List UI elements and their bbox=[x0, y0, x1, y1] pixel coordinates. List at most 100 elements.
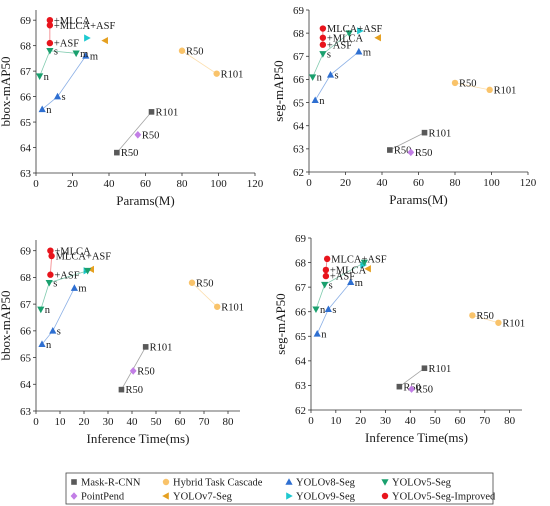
y-tick-label: 66 bbox=[20, 326, 32, 338]
x-tick-label: 20 bbox=[67, 178, 79, 190]
point-label: MLCA+ASF bbox=[56, 252, 112, 263]
series-line bbox=[116, 111, 152, 153]
series-yolov5: ns bbox=[37, 267, 92, 316]
legend-item-yolov7: YOLOv7-Seg bbox=[162, 492, 233, 503]
data-point bbox=[129, 367, 137, 375]
data-point bbox=[387, 147, 393, 153]
data-point bbox=[364, 265, 371, 273]
series-yolov8: nsm bbox=[313, 278, 363, 340]
data-point bbox=[84, 34, 91, 42]
point-label: +MLCA bbox=[54, 16, 91, 27]
y-tick-label: 62 bbox=[295, 405, 306, 417]
chart-panel: 0 10 20 30 40 50 60 70 80 62 63 64 65 66 67 68 69 Inferen… bbox=[273, 233, 525, 445]
point-label: R101 bbox=[221, 302, 244, 313]
point-label: +MLCA+ASF bbox=[54, 21, 116, 32]
legend-marker bbox=[381, 492, 389, 500]
data-point bbox=[38, 105, 46, 113]
legend-label: Hybrid Task Cascade bbox=[173, 478, 263, 489]
series-line bbox=[399, 367, 425, 387]
x-axis-title: Inference Time(ms) bbox=[365, 430, 468, 445]
point-label: m bbox=[363, 47, 371, 58]
legend: Mask-R-CNN Hybrid Task Cascade YOLOv8-Seg Y… bbox=[65, 472, 496, 505]
x-tick-label: 20 bbox=[340, 177, 352, 189]
point-label: R101 bbox=[221, 69, 244, 80]
data-point bbox=[421, 365, 428, 372]
data-point bbox=[84, 267, 92, 275]
series-pointrend: R50 bbox=[129, 367, 155, 378]
legend-label: YOLOv9-Seg bbox=[296, 492, 356, 503]
point-label: +MLCA bbox=[330, 266, 367, 277]
y-tick-label: 66 bbox=[295, 307, 307, 319]
data-point bbox=[421, 129, 428, 136]
point-label: s bbox=[335, 70, 339, 81]
y-tick-label: 69 bbox=[20, 15, 32, 27]
y-tick-label: 67 bbox=[293, 51, 305, 63]
x-tick-label: 60 bbox=[175, 416, 187, 428]
point-label: +ASF bbox=[54, 270, 79, 281]
point-label: +ASF bbox=[327, 40, 352, 51]
point-label: m bbox=[90, 51, 98, 62]
point-label: s bbox=[62, 92, 66, 103]
data-point bbox=[82, 52, 90, 59]
point-label: s bbox=[329, 280, 333, 291]
point-label: R50 bbox=[415, 148, 433, 159]
y-tick-label: 63 bbox=[20, 406, 32, 418]
x-tick-label: 60 bbox=[413, 177, 425, 189]
point-label: R101 bbox=[156, 107, 179, 118]
series-yolov8: nsm bbox=[311, 47, 371, 107]
point-label: R50 bbox=[137, 367, 155, 378]
point-label: s bbox=[53, 278, 57, 289]
data-point bbox=[47, 271, 54, 278]
chart-panel: 0 10 20 30 40 50 60 70 80 63 64 65 66 67 68 69 Inference… bbox=[0, 240, 244, 446]
point-label: n bbox=[321, 329, 327, 340]
x-tick-label: 80 bbox=[450, 177, 462, 189]
legend-marker bbox=[285, 478, 293, 485]
series-yolov5: ns bbox=[309, 30, 353, 84]
y-tick-label: 67 bbox=[295, 282, 307, 294]
data-point bbox=[374, 34, 381, 42]
x-axis-title: Inference Time(ms) bbox=[87, 431, 190, 446]
data-point bbox=[38, 340, 46, 348]
point-label: n bbox=[320, 305, 326, 316]
series-htc: R50 R101 bbox=[451, 79, 516, 96]
x-tick-label: 80 bbox=[504, 415, 516, 427]
y-tick-label: 63 bbox=[20, 168, 32, 180]
legend-marker bbox=[71, 479, 77, 485]
point-label: s bbox=[327, 50, 331, 61]
y-tick-label: 63 bbox=[295, 380, 307, 392]
data-point bbox=[309, 74, 317, 81]
point-label: +ASF bbox=[54, 39, 79, 50]
series-htc: R50 R101 bbox=[188, 278, 244, 313]
point-label: MLCA+ASF bbox=[331, 254, 387, 265]
legend-item-htc: Hybrid Task Cascade bbox=[162, 478, 263, 489]
legend-marker bbox=[162, 492, 169, 500]
series-line bbox=[181, 50, 217, 75]
series-yolov7 bbox=[101, 36, 108, 45]
x-tick-label: 70 bbox=[479, 415, 491, 427]
legend-item-yolov9: YOLOv9-Seg bbox=[286, 492, 356, 503]
series-yolov9 bbox=[357, 27, 364, 35]
data-point bbox=[495, 319, 502, 326]
legend-label: YOLOv8-Seg bbox=[296, 478, 356, 489]
x-tick-label: 40 bbox=[377, 177, 389, 189]
point-label: s bbox=[57, 326, 61, 337]
point-label: R101 bbox=[429, 128, 452, 139]
y-tick-label: 68 bbox=[20, 40, 32, 52]
data-point bbox=[36, 73, 44, 81]
x-axis-title: Params(M) bbox=[116, 193, 175, 208]
x-tick-label: 0 bbox=[33, 416, 39, 428]
x-tick-label: 120 bbox=[520, 177, 537, 189]
data-point bbox=[319, 41, 327, 48]
data-point bbox=[178, 47, 186, 54]
point-label: +ASF bbox=[330, 272, 355, 283]
x-axis-title: Params(M) bbox=[389, 192, 448, 207]
legend-label: Mask-R-CNN bbox=[81, 478, 141, 489]
x-tick-label: 100 bbox=[210, 178, 227, 190]
legend-item-mask-rcnn: Mask-R-CNN bbox=[71, 478, 141, 489]
x-tick-label: 0 bbox=[308, 415, 314, 427]
data-point bbox=[70, 284, 78, 291]
data-point bbox=[313, 330, 321, 337]
y-tick-label: 64 bbox=[20, 379, 32, 391]
point-label: +MLCA bbox=[327, 33, 364, 44]
point-label: n bbox=[46, 105, 52, 116]
